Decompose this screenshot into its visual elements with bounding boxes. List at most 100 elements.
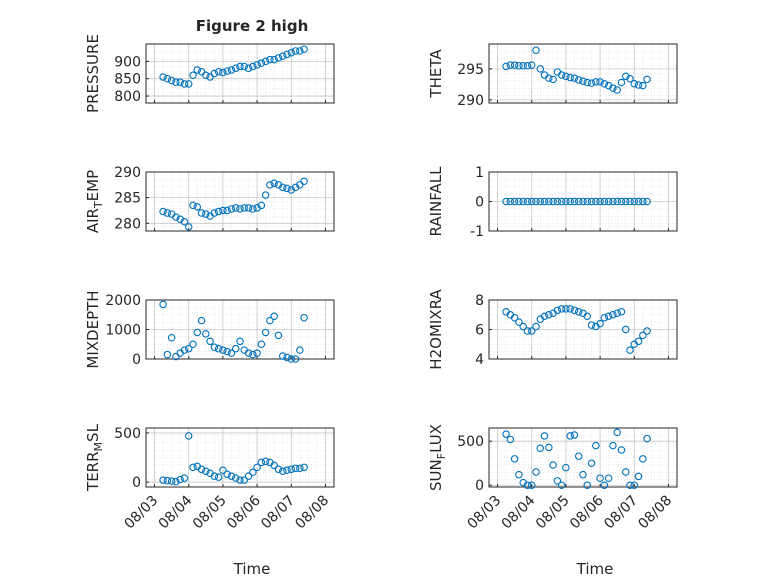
data-point: [523, 481, 532, 489]
y-tick-label: 290: [114, 165, 141, 181]
y-axis-label-subscript: F: [435, 453, 448, 459]
data-point: [621, 197, 630, 206]
data-point: [193, 328, 202, 337]
data-point: [566, 432, 574, 440]
data-point: [283, 50, 291, 59]
data-point: [562, 463, 570, 472]
data-point: [562, 72, 570, 81]
data-point: [223, 347, 231, 356]
data-point: [557, 305, 566, 313]
data-point: [643, 197, 651, 206]
data-point: [515, 470, 523, 479]
data-point: [596, 319, 604, 328]
axes-box: [145, 171, 335, 232]
data-point: [253, 61, 261, 69]
data-point: [630, 481, 639, 489]
y-tick-label: 2000: [105, 293, 141, 309]
data-point: [574, 76, 583, 84]
data-point: [283, 466, 291, 475]
data-point: [540, 197, 549, 206]
data-point: [172, 477, 180, 486]
data-point: [300, 45, 308, 53]
y-tick-label: -1: [470, 224, 484, 240]
data-point: [634, 472, 643, 481]
data-point: [604, 474, 613, 482]
data-point: [510, 455, 519, 463]
data-point: [231, 474, 240, 482]
data-point: [617, 78, 626, 87]
data-point: [613, 86, 621, 94]
y-axis-label-main: AIR: [84, 208, 102, 233]
data-point: [536, 197, 545, 206]
y-tick-label: 800: [114, 89, 141, 105]
data-point: [202, 210, 210, 218]
data-point: [278, 52, 287, 60]
data-point: [189, 201, 197, 210]
data-point: [231, 344, 240, 353]
data-point: [617, 446, 626, 454]
data-point: [291, 355, 300, 363]
data-point: [634, 337, 643, 346]
data-point: [592, 197, 600, 206]
data-point: [536, 444, 545, 453]
axes-box: [145, 43, 335, 104]
data-point: [634, 197, 643, 206]
data-point: [291, 47, 300, 55]
data-point: [617, 197, 626, 206]
data-point: [519, 197, 527, 206]
y-tick-label: 1: [475, 165, 484, 181]
data-point: [236, 205, 244, 213]
data-point: [244, 64, 253, 73]
y-tick-label: 0: [132, 475, 141, 491]
data-point: [626, 346, 634, 354]
data-point: [210, 209, 219, 217]
data-point: [609, 441, 617, 450]
data-point: [223, 67, 231, 75]
data-point: [214, 473, 223, 481]
panel-theta: 290 295 THETA: [427, 43, 678, 109]
data-point: [532, 197, 540, 206]
data-point: [596, 197, 604, 206]
data-point: [523, 197, 532, 206]
data-point: [236, 337, 244, 346]
data-point: [210, 472, 219, 480]
data-point: [587, 79, 596, 87]
data-point: [193, 66, 202, 74]
y-axis-label: RAINFALL: [427, 166, 445, 237]
data-point: [197, 465, 206, 474]
data-point: [270, 461, 278, 470]
data-point: [257, 458, 266, 467]
data-point: [227, 472, 236, 480]
data-point: [300, 463, 308, 472]
data-point: [274, 331, 283, 340]
panel-air-temp: 280 285 290 AIRTEMP: [84, 165, 335, 233]
data-point: [600, 481, 609, 489]
data-point: [630, 197, 639, 206]
data-point: [249, 350, 257, 359]
data-point: [562, 305, 570, 313]
data-point: [579, 470, 587, 479]
data-point: [257, 340, 266, 348]
data-point: [570, 431, 579, 439]
data-point: [249, 468, 257, 476]
data-point: [197, 316, 206, 325]
y-tick-label: 4: [475, 352, 484, 368]
y-axis-label: MIXDEPTH: [84, 290, 102, 368]
data-point: [519, 322, 527, 331]
data-point: [621, 468, 630, 476]
data-point: [249, 62, 257, 71]
y-tick-label: 6: [475, 323, 484, 339]
data-point: [227, 66, 236, 74]
data-point: [570, 74, 579, 82]
y-tick-label: 280: [114, 216, 141, 232]
data-point: [219, 68, 227, 77]
data-point: [634, 81, 643, 89]
data-point: [167, 76, 176, 85]
data-point: [159, 207, 167, 216]
data-point: [553, 306, 562, 315]
y-tick-label: 900: [114, 54, 141, 70]
data-point: [176, 78, 184, 86]
data-point: [270, 179, 278, 188]
